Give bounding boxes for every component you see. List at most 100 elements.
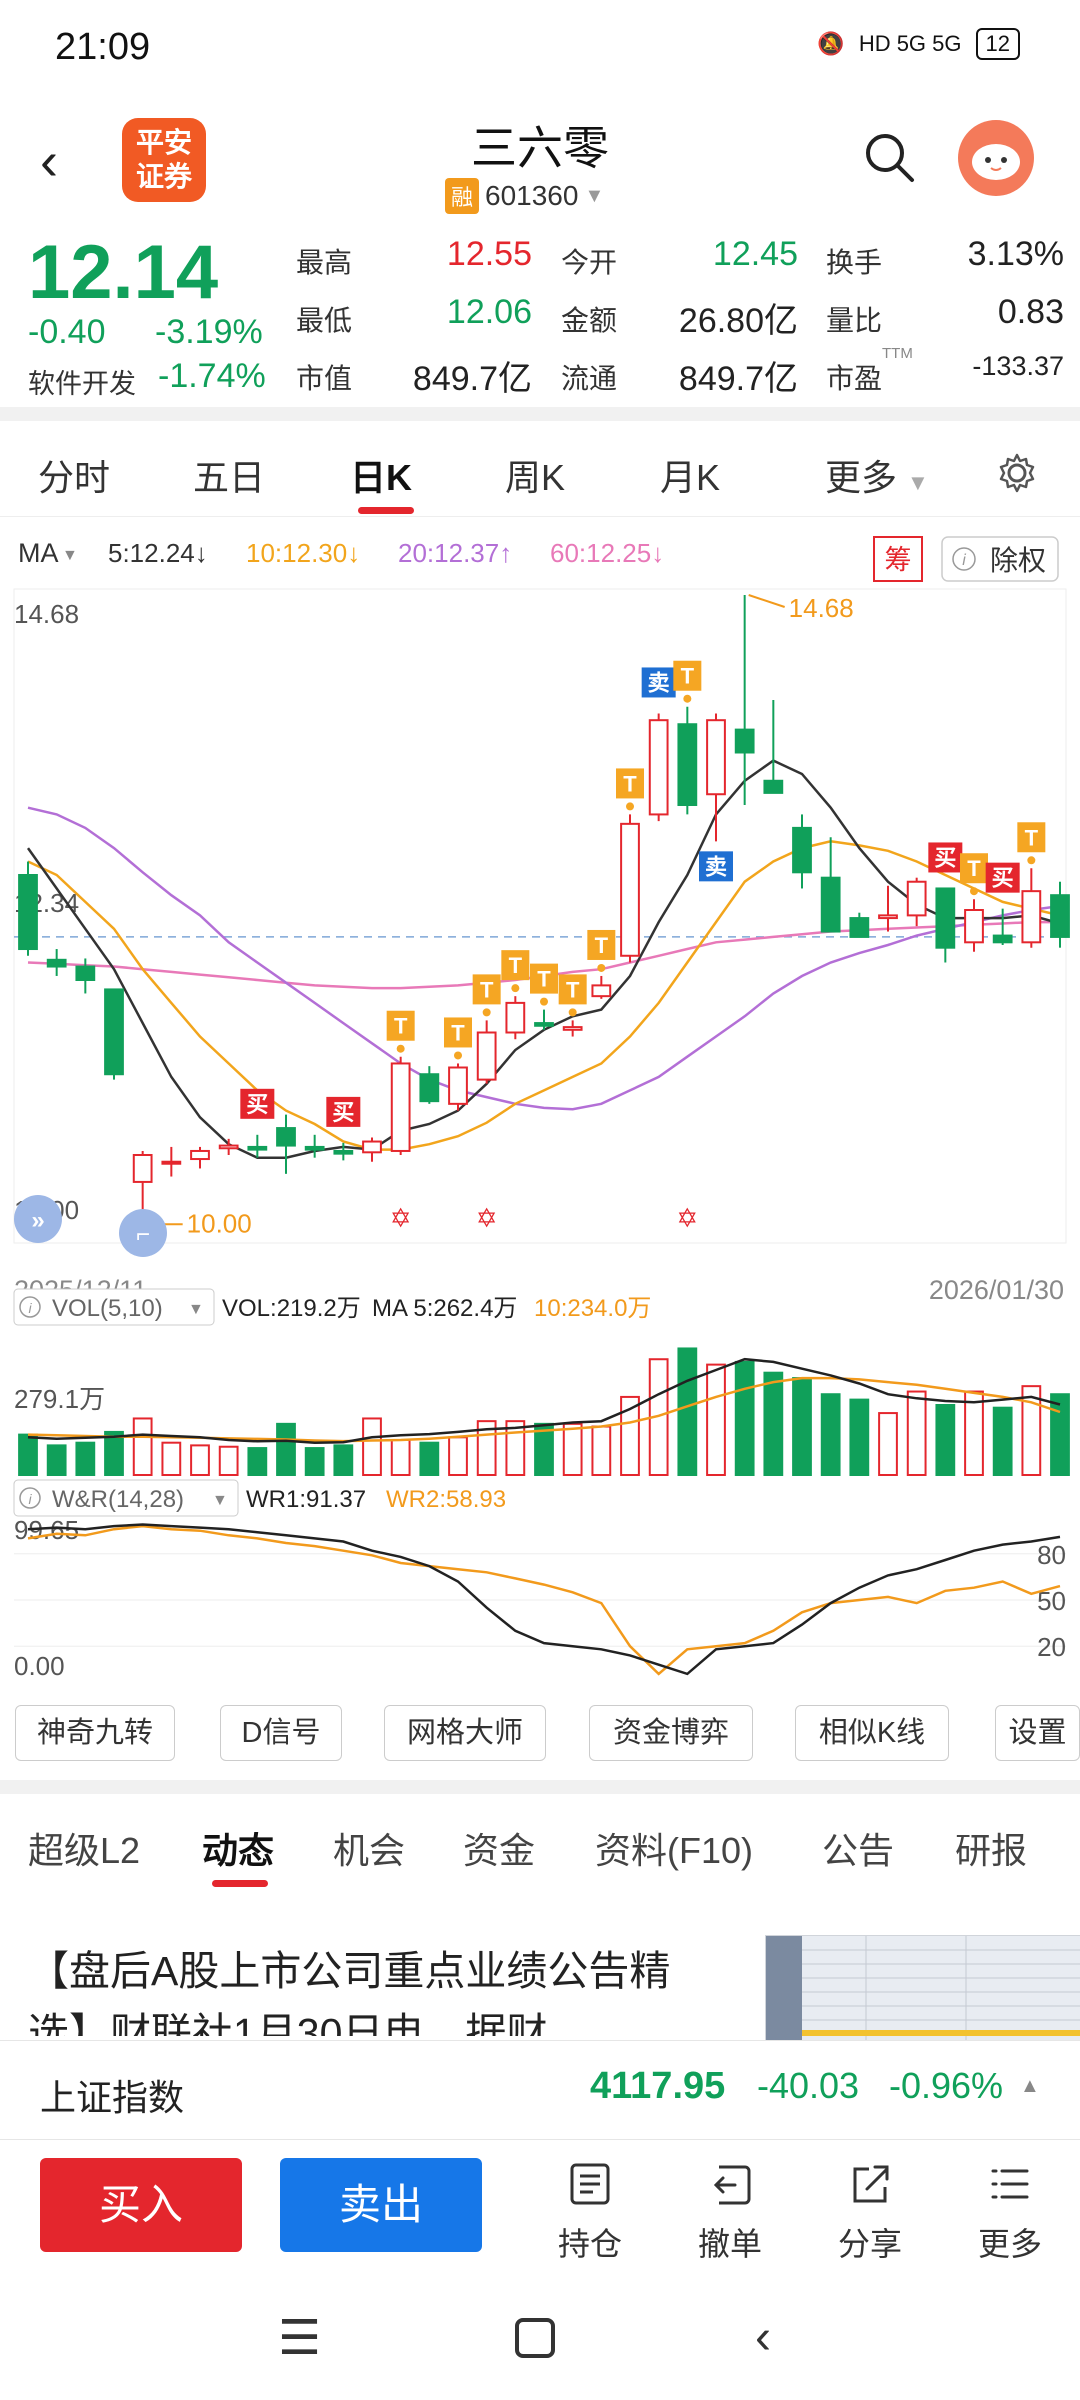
tool-magic-nine[interactable]: 神奇九转 — [15, 1705, 175, 1761]
wr-right-tick: 80 — [1037, 1540, 1066, 1570]
signal-t-tag — [673, 660, 702, 691]
buy-button[interactable]: 买入 — [40, 2158, 242, 2252]
volume-bar — [276, 1422, 296, 1476]
wr1-value: WR1:91.37 — [246, 1486, 366, 1513]
tab-daily-k[interactable]: 日K — [350, 457, 412, 498]
volume-bar — [46, 1444, 67, 1477]
volume-bar — [878, 1412, 898, 1476]
tab-weekly-k[interactable]: 周K — [505, 457, 566, 498]
signal-label: T — [509, 953, 523, 978]
tab-intraday[interactable]: 分时 — [38, 457, 111, 498]
star-marker-icon: ✡ — [476, 1203, 498, 1233]
signal-dot — [1027, 856, 1036, 865]
tab-more[interactable]: 更多 ▼ — [825, 449, 929, 501]
signal-dot — [626, 802, 634, 811]
vol-axis-label: 279.1万 — [14, 1384, 105, 1414]
news-thumbnail[interactable] — [765, 1935, 1080, 2041]
index-change: -40.03 — [757, 2065, 860, 2106]
search-icon[interactable] — [862, 130, 916, 184]
quote-field-label: 最高 — [296, 247, 353, 278]
vol-ma5-line — [27, 1357, 1061, 1444]
share-label: 分享 — [837, 2226, 902, 2262]
candle-body — [964, 909, 984, 944]
signal-label: 买 — [934, 845, 956, 870]
ma-legend-item: 60:12.25↓ — [550, 538, 664, 568]
volume-bar — [906, 1390, 927, 1476]
signal-buy-tag — [240, 1088, 275, 1119]
tab-five-day[interactable]: 五日 — [193, 457, 266, 498]
more-button[interactable]: 更多 — [960, 2160, 1060, 2265]
info-icon-glyph: i — [962, 552, 966, 569]
cancel-order-button[interactable]: 撤单 — [680, 2160, 780, 2265]
tool-similar-k[interactable]: 相似K线 — [795, 1705, 949, 1761]
volume-bar — [362, 1417, 382, 1477]
signal-label: 买 — [246, 1092, 268, 1117]
subtab-announcements[interactable]: 公告 — [822, 1830, 895, 1871]
vol-value: VOL:219.2万 — [222, 1295, 361, 1322]
signal-label: T — [595, 933, 609, 958]
signal-t-tag — [1017, 822, 1046, 853]
subtab-research[interactable]: 研报 — [955, 1830, 1028, 1871]
candle-body — [247, 1145, 268, 1151]
sell-button[interactable]: 卖出 — [280, 2158, 482, 2252]
share-button[interactable]: 分享 — [820, 2160, 920, 2265]
candle-body — [792, 826, 812, 874]
candle-body — [448, 1066, 468, 1105]
tool-fund-game[interactable]: 资金博弈 — [589, 1705, 753, 1761]
ex-rights-button-frame — [941, 536, 1059, 582]
signal-buy-tag — [985, 862, 1020, 893]
sector-label[interactable]: 软件开发 — [28, 369, 136, 399]
volume-bar — [448, 1436, 468, 1476]
volume-bar — [849, 1398, 870, 1476]
quote-field-value: 849.7亿 — [412, 360, 532, 398]
tool-settings[interactable]: 设置 — [995, 1705, 1080, 1761]
signal-dot — [396, 1044, 405, 1053]
candle-body — [992, 934, 1013, 944]
volume-bar — [390, 1439, 411, 1476]
quote-panel: 12.14 -0.40 -3.19% 软件开发 -1.74% 最高 12.55 今开… — [0, 225, 1080, 405]
signal-dot — [970, 887, 978, 896]
candle-body — [18, 874, 38, 951]
settings-gear-icon[interactable] — [995, 451, 1039, 495]
volume-bar — [591, 1425, 612, 1476]
signal-sell-tag — [699, 851, 733, 882]
news-headline[interactable]: 【盘后A股上市公司重点业绩公告精选】财联社1月30日电，据财 — [28, 1948, 671, 2036]
nav-menu-icon[interactable]: ☰ — [278, 2312, 322, 2365]
quote-field-value: 3.13% — [967, 235, 1064, 273]
subtab-news[interactable]: 动态 — [202, 1830, 275, 1871]
tool-grid-master[interactable]: 网格大师 — [384, 1705, 546, 1761]
caret-down-icon: ▼ — [907, 470, 929, 495]
wr-top-label: 99.65 — [14, 1515, 79, 1545]
index-ticker-bar[interactable]: 上证指数 4117.95 -40.03 -0.96% ▲ — [0, 2040, 1080, 2140]
stock-code: 601360 — [485, 180, 579, 211]
signal-label: T — [537, 967, 551, 992]
candle-body — [161, 1160, 182, 1165]
broker-logo[interactable]: 平安 证券 — [122, 118, 206, 202]
assistant-avatar-icon[interactable] — [958, 120, 1034, 196]
wr2-value: WR2:58.93 — [386, 1486, 506, 1513]
subtab-opportunity[interactable]: 机会 — [333, 1830, 406, 1871]
nav-back-icon[interactable]: ‹ — [755, 2311, 771, 2364]
candle-body — [706, 719, 726, 796]
caret-up-icon[interactable]: ▲ — [1020, 2075, 1040, 2097]
price-change: -0.40 — [28, 313, 106, 351]
header: ‹ 平安 证券 三六零 融 601360 ▼ — [0, 90, 1080, 225]
kline-chart[interactable]: MA ▼ 5:12.24↓ 10:12.30↓ 20:12.37↑ 60:12.25↓ 筹 i… — [0, 517, 1080, 1687]
volume-bar — [333, 1444, 354, 1477]
candle-body — [677, 723, 698, 807]
candle-body — [304, 1145, 325, 1151]
tool-d-signal[interactable]: D信号 — [220, 1705, 342, 1761]
volume-bar — [161, 1441, 182, 1477]
holdings-button[interactable]: 持仓 — [540, 2160, 640, 2265]
subtab-super-l2[interactable]: 超级L2 — [28, 1830, 141, 1871]
tab-monthly-k[interactable]: 月K — [660, 457, 721, 498]
nav-home-icon[interactable] — [515, 2318, 555, 2358]
index-change-pct: -0.96% — [889, 2065, 1004, 2106]
vol-legend-caret-icon: ▼ — [188, 1301, 204, 1318]
stock-code-selector[interactable]: 融 601360 ▼ — [445, 178, 604, 214]
subtab-f10[interactable]: 资料(F10) — [595, 1830, 754, 1871]
candle-body — [505, 1001, 526, 1034]
quote-field-label: 换手 — [826, 247, 883, 278]
back-icon[interactable]: ‹ — [40, 131, 58, 191]
subtab-funds[interactable]: 资金 — [463, 1830, 536, 1871]
